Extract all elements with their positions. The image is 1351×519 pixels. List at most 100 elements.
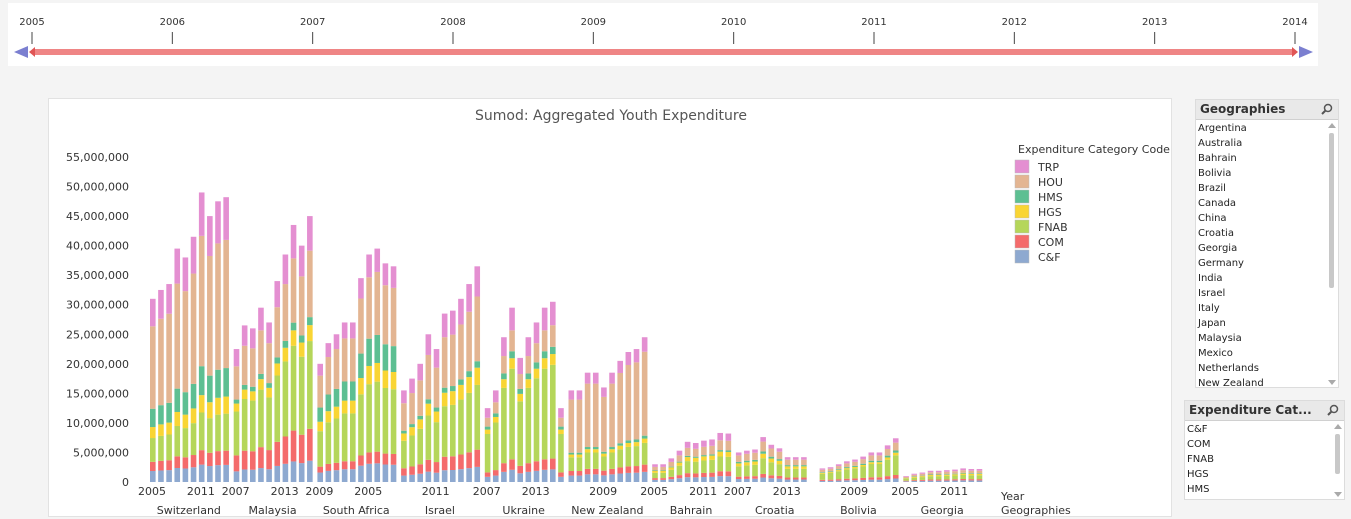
bar-segment[interactable] [819,480,826,482]
bar-segment[interactable] [717,456,723,472]
bar-segment[interactable] [860,463,866,465]
bar-segment[interactable] [190,423,197,456]
bar-segment[interactable] [717,450,723,452]
bar-segment[interactable] [484,429,491,434]
bar-segment[interactable] [844,468,850,470]
bar-segment[interactable] [633,446,640,467]
bar-segment[interactable] [625,446,632,467]
bar-segment[interactable] [784,457,791,460]
bar-segment[interactable] [550,325,556,347]
bar-segment[interactable] [558,408,564,418]
bar-segment[interactable] [450,310,456,335]
bar-segment[interactable] [174,456,181,468]
bar-segment[interactable] [935,474,942,476]
bar-segment[interactable] [417,473,423,482]
bar-segment[interactable] [474,296,481,362]
bar-segment[interactable] [760,473,766,478]
bar-segment[interactable] [592,447,599,450]
bar-segment[interactable] [441,337,448,388]
bar-segment[interactable] [892,475,899,479]
bar-segment[interactable] [892,442,899,451]
bar-segment[interactable] [307,341,313,429]
bar-segment[interactable] [158,435,164,461]
bar-segment[interactable] [325,411,332,423]
bar-segment[interactable] [274,357,281,364]
bar-segment[interactable] [852,466,858,469]
bar-segment[interactable] [409,378,415,394]
bar-segment[interactable] [150,438,156,462]
bar-segment[interactable] [358,278,364,299]
bar-segment[interactable] [266,450,272,470]
bar-segment[interactable] [927,476,934,480]
bar-segment[interactable] [760,437,766,442]
bar-segment[interactable] [835,471,842,480]
bar-segment[interactable] [717,451,723,457]
bar-segment[interactable] [968,479,975,481]
bar-segment[interactable] [158,318,164,406]
list-item[interactable]: Japan [1198,318,1226,329]
list-item[interactable]: C&F [1187,424,1208,435]
bar-segment[interactable] [401,433,407,441]
bar-segment[interactable] [274,441,281,466]
bar-segment[interactable] [317,363,323,376]
bar-segment[interactable] [390,372,397,390]
bar-segment[interactable] [325,422,332,464]
bar-segment[interactable] [409,435,415,467]
list-item[interactable]: HGS [1187,469,1209,480]
bar-segment[interactable] [960,473,966,475]
bar-segment[interactable] [744,476,750,479]
bar-segment[interactable] [935,476,942,480]
bar-segment[interactable] [409,466,415,475]
bar-segment[interactable] [174,467,181,482]
bar-segment[interactable] [960,480,966,482]
bar-segment[interactable] [944,479,950,481]
bar-segment[interactable] [760,453,766,459]
bar-segment[interactable] [341,413,348,462]
bar-segment[interactable] [752,461,758,465]
bar-segment[interactable] [633,466,640,473]
bar-segment[interactable] [182,428,189,458]
bar-segment[interactable] [625,440,632,443]
bar-segment[interactable] [492,413,499,417]
bar-segment[interactable] [784,459,791,466]
bar-segment[interactable] [919,472,926,474]
bar-segment[interactable] [601,470,607,476]
bar-segment[interactable] [601,396,607,452]
bar-segment[interactable] [725,451,732,457]
list-item[interactable]: Australia [1198,138,1243,149]
bar-segment[interactable] [952,474,958,476]
bar-segment[interactable] [282,436,289,464]
bar-segment[interactable] [390,287,397,347]
bar-segment[interactable] [190,383,197,409]
bar-segment[interactable] [258,389,264,448]
bar-segment[interactable] [684,447,691,456]
bar-segment[interactable] [819,468,826,470]
timeline-right-arrow-icon[interactable] [1299,46,1313,58]
bar-segment[interactable] [550,301,556,326]
bar-segment[interactable] [725,450,732,452]
bar-segment[interactable] [676,462,683,466]
bar-segment[interactable] [568,399,575,453]
list-item[interactable]: Netherlands [1198,363,1259,374]
bar-segment[interactable] [258,447,264,469]
bar-segment[interactable] [492,422,499,471]
bar-segment[interactable] [684,455,691,458]
bar-segment[interactable] [241,325,248,346]
bar-segment[interactable] [903,480,909,482]
bar-segment[interactable] [382,387,389,454]
bar-segment[interactable] [660,466,666,471]
bar-segment[interactable] [174,425,181,457]
bar-segment[interactable] [433,367,440,408]
bar-segment[interactable] [725,471,732,477]
timeline-left-arrow-icon[interactable] [14,46,28,58]
bar-segment[interactable] [333,388,340,407]
bar-segment[interactable] [844,463,850,468]
bar-segment[interactable] [827,468,834,472]
bar-segment[interactable] [417,415,423,420]
bar-segment[interactable] [684,477,691,482]
bar-segment[interactable] [876,452,883,456]
bar-segment[interactable] [776,459,783,461]
bar-segment[interactable] [501,387,507,464]
bar-segment[interactable] [450,334,456,387]
bar-segment[interactable] [425,403,432,416]
